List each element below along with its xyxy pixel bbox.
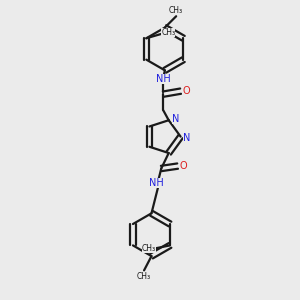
Text: N: N	[172, 114, 179, 124]
Text: CH₃: CH₃	[137, 272, 151, 281]
Text: O: O	[182, 86, 190, 96]
Text: N: N	[184, 133, 191, 143]
Text: O: O	[179, 161, 187, 171]
Text: CH₃: CH₃	[161, 28, 176, 37]
Text: CH₃: CH₃	[169, 6, 183, 15]
Text: CH₃: CH₃	[142, 244, 156, 253]
Text: NH: NH	[148, 178, 163, 188]
Text: NH: NH	[156, 74, 171, 84]
